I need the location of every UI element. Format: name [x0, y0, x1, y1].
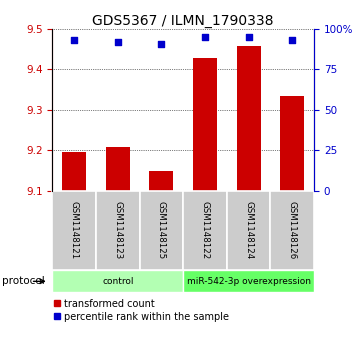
Legend: transformed count, percentile rank within the sample: transformed count, percentile rank withi…: [53, 299, 229, 322]
Bar: [140, 191, 183, 270]
Text: GSM1148122: GSM1148122: [200, 201, 209, 260]
Bar: [280, 96, 304, 191]
Bar: [96, 191, 140, 270]
Bar: [227, 191, 270, 270]
Text: GSM1148121: GSM1148121: [70, 201, 79, 260]
Point: [115, 39, 121, 45]
Point: [71, 37, 77, 43]
Title: GDS5367 / ILMN_1790338: GDS5367 / ILMN_1790338: [92, 14, 274, 28]
Bar: [106, 147, 130, 191]
Text: control: control: [102, 277, 134, 286]
Bar: [52, 270, 183, 292]
Bar: [237, 46, 261, 191]
Point: [290, 37, 295, 43]
Bar: [183, 270, 314, 292]
Point: [202, 34, 208, 40]
Bar: [183, 191, 227, 270]
Bar: [62, 152, 86, 191]
Text: GSM1148123: GSM1148123: [113, 201, 122, 260]
Text: GSM1148125: GSM1148125: [157, 201, 166, 260]
Bar: [270, 191, 314, 270]
Point: [158, 41, 164, 46]
Bar: [193, 58, 217, 191]
Point: [246, 34, 252, 40]
Text: GSM1148126: GSM1148126: [288, 201, 297, 260]
Text: protocol: protocol: [2, 276, 44, 286]
Bar: [52, 191, 96, 270]
Bar: [149, 171, 173, 191]
Text: miR-542-3p overexpression: miR-542-3p overexpression: [187, 277, 310, 286]
Text: GSM1148124: GSM1148124: [244, 201, 253, 260]
